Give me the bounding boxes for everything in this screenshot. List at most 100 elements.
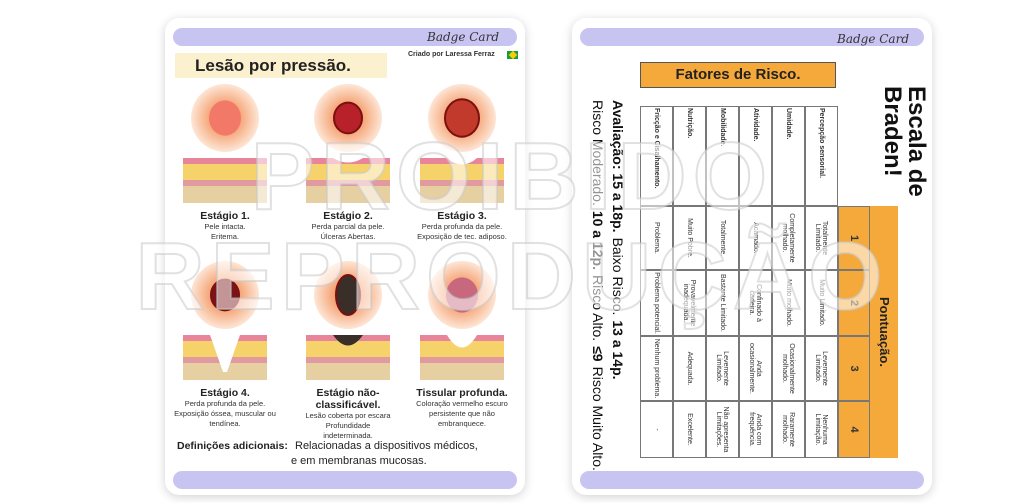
bottom-band — [580, 471, 924, 489]
rotated-content: Escala de Braden! Pontuação. 1 2 3 4 Percepção … — [572, 18, 932, 495]
stage-illustration — [306, 84, 390, 203]
evaluation-line: Risco Moderado. 10 a 12p. Risco Alto. ≤9 Ris… — [590, 100, 606, 476]
factor: Fricção e Cisalhamento. — [640, 106, 673, 206]
stage-title: Estágio 3. — [437, 210, 487, 222]
table-cell: Anda ocasionalmente. — [739, 336, 772, 401]
skin-layer — [306, 186, 390, 203]
table-cell: Provavelmente inadequada. — [673, 270, 706, 336]
stage-title: Estágio 2. — [323, 210, 373, 222]
stage-illustration — [420, 84, 504, 203]
factor: Umidade. — [772, 106, 805, 206]
additional-label: Definições adicionais: — [177, 440, 288, 452]
left-card: Badge Card Criado por Laressa Ferraz Les… — [165, 18, 525, 495]
stage: Estágio 1. Pele intacta. Eritema. — [165, 83, 285, 242]
flag-diamond — [508, 50, 517, 60]
wound — [335, 274, 361, 316]
stage: Estágio 4. Perda profunda da pele. Exposiç… — [165, 260, 285, 429]
lesion-cut — [447, 158, 477, 165]
credit: Criado por Laressa Ferraz — [408, 51, 495, 58]
score-header: Pontuação. — [870, 206, 898, 458]
skin-layer — [183, 158, 267, 164]
skin-layer — [420, 186, 504, 203]
bottom-band — [173, 471, 517, 489]
stage-text: persistente que não — [429, 409, 495, 418]
stage-title: Estágio não-classificável. — [315, 387, 381, 411]
table-cell: Levemente Limitado. — [805, 336, 838, 401]
skin-layer — [306, 341, 390, 357]
evaluation-text: 13 a 14p. — [610, 320, 626, 380]
skin-layer — [420, 357, 504, 363]
lesion-cut — [210, 335, 240, 372]
table-cell: Excelente. — [673, 401, 706, 458]
stage-text: Exposição de tec. adiposo. — [417, 232, 507, 241]
wound — [446, 277, 478, 313]
stage-title: Tissular profunda. — [416, 387, 508, 399]
factor: Mobilidade. — [706, 106, 739, 206]
table-cell: Acamado. — [739, 206, 772, 270]
table-cell: Nenhuma Limitação. — [805, 401, 838, 458]
score: 1 — [838, 206, 870, 270]
stage-text: Úlceras Abertas. — [320, 232, 376, 241]
lesion-cut — [333, 335, 363, 346]
skin-layer — [306, 363, 390, 380]
title: Lesão por pressão. — [175, 53, 387, 78]
evaluation-text: Risco Alto. — [590, 274, 606, 342]
wound — [209, 100, 241, 136]
evaluation-text: Baixo Risco. — [610, 237, 626, 316]
table-cell: Não apresenta Limitações. — [706, 401, 739, 458]
wound — [210, 278, 240, 312]
stage-text: Exposição óssea, muscular ou — [174, 409, 276, 418]
brand: Badge Card — [837, 32, 910, 46]
table-cell: Totalmente. — [706, 206, 739, 270]
evaluation-text: Avaliação: 15 a 18p. — [610, 100, 626, 233]
skin-layer — [420, 363, 504, 380]
skin-layer — [420, 341, 504, 357]
table-cell: Muito Pobre. — [673, 206, 706, 270]
table-cell: Levemente Limitado. — [706, 336, 739, 401]
table-cell: Completamente molhado. — [772, 206, 805, 270]
table-cell: Totalmente Limitado. — [805, 206, 838, 270]
stage-text: Eritema. — [211, 232, 239, 241]
table-cell: Muito molhado. — [772, 270, 805, 336]
skin-layer — [420, 164, 504, 180]
evaluation-line: Avaliação: 15 a 18p. Baixo Risco. 13 a 14p… — [610, 100, 626, 385]
wound — [444, 98, 480, 138]
table-cell: - — [640, 401, 673, 458]
factor: Percepção sensorial. — [805, 106, 838, 206]
stage-text: indeterminada. — [323, 431, 373, 440]
table-cell: Raramente molhado. — [772, 401, 805, 458]
factors-header: Fatores de Risco. — [640, 62, 836, 88]
title: Escala de — [903, 86, 930, 197]
stage-text: Perda parcial da pele. — [311, 222, 385, 231]
skin-layer — [183, 180, 267, 186]
table-cell: Confinado à cadeira. — [739, 270, 772, 336]
skin-layer — [306, 357, 390, 363]
table-cell: Adequada. — [673, 336, 706, 401]
stage-illustration — [420, 261, 504, 380]
stage-illustration — [183, 84, 267, 203]
skin-layer — [183, 186, 267, 203]
stage: Estágio 2. Perda parcial da pele. Úlceras … — [288, 83, 408, 242]
stage-illustration — [183, 261, 267, 380]
evaluation-text: Risco Moderado. — [590, 100, 606, 206]
stage: Tissular profunda. Coloração vermelho esc… — [402, 260, 522, 429]
flag — [507, 50, 518, 60]
stage-text: Lesão coberta por escara — [305, 411, 391, 420]
lesion-cut — [447, 335, 477, 348]
factor: Nutrição. — [673, 106, 706, 206]
table-cell: Ocasionalmente molhado. — [772, 336, 805, 401]
right-card: Badge Card Escala de Braden! Pontuação. 1 2 3… — [572, 18, 932, 495]
stage-text: Profundidade — [325, 421, 371, 430]
stage-text: Perda profunda da pele. — [184, 399, 266, 408]
stage-title: Estágio 4. — [200, 387, 250, 399]
top-band — [173, 28, 517, 46]
skin-layer — [306, 164, 390, 180]
stage-title: Estágio 1. — [200, 210, 250, 222]
table-cell: Problema potencial. — [640, 270, 673, 336]
score: 3 — [838, 336, 870, 401]
additional-text: Relacionadas a dispositivos médicos, — [295, 440, 478, 452]
skin-layer — [183, 164, 267, 180]
brand: Badge Card — [427, 30, 500, 44]
factor: Atividade. — [739, 106, 772, 206]
